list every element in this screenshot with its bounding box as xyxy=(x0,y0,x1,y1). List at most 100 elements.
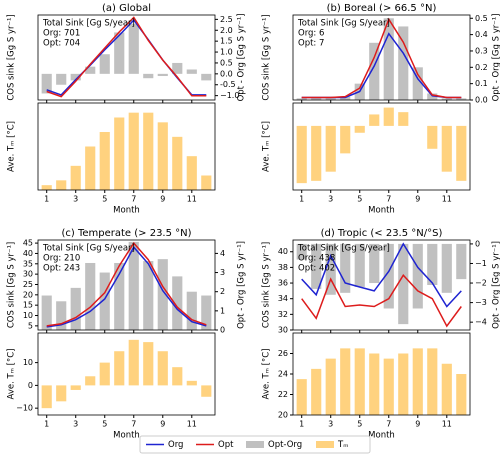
y-tick-label: 40 xyxy=(23,249,33,258)
x-tick-label: 1 xyxy=(44,195,49,204)
tm-bar xyxy=(441,125,452,172)
y-tick-label: 26 xyxy=(278,349,288,358)
y-tick-label: 25 xyxy=(23,280,33,289)
x-axis-label: Month xyxy=(368,206,395,216)
x-tick-label: 5 xyxy=(102,195,107,204)
diff-bar xyxy=(325,98,336,100)
diff-bar xyxy=(143,261,154,330)
x-tick-label: 11 xyxy=(442,420,452,429)
panel-title: (a) Global xyxy=(102,3,151,14)
y2-tick-label: 1 xyxy=(220,306,225,315)
y-tick-label: 20 xyxy=(278,411,288,420)
y2-tick-label: −2 xyxy=(475,279,487,288)
tm-bar xyxy=(456,125,467,181)
y2-tick-label: −1 xyxy=(475,259,487,268)
tm-bar xyxy=(383,358,394,415)
tm-bar xyxy=(340,125,351,154)
annotation: Opt: 7 xyxy=(298,39,324,49)
y-tick-label: 35 xyxy=(23,259,33,268)
y-tick-label: 24 xyxy=(278,370,288,379)
tm-bar xyxy=(325,358,336,415)
diff-bar xyxy=(325,243,336,295)
tm-bar xyxy=(186,380,197,386)
tm-bar xyxy=(157,122,168,190)
y-tick-label: −10 xyxy=(16,404,33,413)
y-axis-label: Ave. Tₘ [°C] xyxy=(7,121,17,172)
y2-tick-label: 0.4 xyxy=(475,30,488,39)
diff-bar xyxy=(85,262,96,330)
diff-bar xyxy=(157,259,168,330)
tm-bar xyxy=(354,348,365,415)
tm-bar xyxy=(56,385,67,402)
tm-bar xyxy=(296,125,307,184)
y2-tick-label: 0 xyxy=(220,326,225,335)
y2-axis-label: Opt - Org [Gg S yr⁻¹] xyxy=(237,14,247,102)
plot-frame xyxy=(292,14,471,101)
y-tick-label: 40 xyxy=(278,247,288,256)
annotation: Org: 210 xyxy=(43,254,80,264)
annotation: Opt: 704 xyxy=(43,39,80,49)
diff-bar xyxy=(172,62,183,74)
x-tick-label: 1 xyxy=(44,420,49,429)
tm-bar xyxy=(172,136,183,190)
diff-bar xyxy=(340,96,351,100)
x-tick-label: 5 xyxy=(357,195,362,204)
y2-tick-label: −4 xyxy=(475,318,487,327)
legend-swatch xyxy=(246,441,264,448)
diff-bar xyxy=(99,54,110,74)
series-line xyxy=(46,16,207,98)
y2-tick-label: 1.0 xyxy=(220,48,233,57)
annotation: Total Sink [Gg S/year] xyxy=(297,244,390,254)
y-axis-label: COS sink [Gg S yr⁻¹] xyxy=(7,14,17,100)
x-tick-label: 11 xyxy=(187,420,197,429)
diff-bar xyxy=(172,276,183,330)
diff-bar xyxy=(56,73,67,85)
tm-bar xyxy=(311,368,322,415)
x-tick-label: 9 xyxy=(160,420,165,429)
diff-bar xyxy=(186,291,197,330)
tm-bar xyxy=(369,114,380,126)
y-axis-label: COS sink [Gg S yr⁻¹] xyxy=(262,242,272,328)
y2-axis-label: Opt - Org [Gg S yr⁻¹] xyxy=(237,241,247,329)
tm-bar xyxy=(99,132,110,190)
y2-axis-label: Opt - Org [Gg S yr⁻¹] xyxy=(492,241,500,329)
y2-axis-label: Opt - Org [Gg S yr⁻¹] xyxy=(492,14,500,102)
x-tick-label: 7 xyxy=(131,195,136,204)
plot-frame xyxy=(37,14,216,101)
x-tick-label: 3 xyxy=(328,195,333,204)
y-tick-label: 30 xyxy=(278,326,288,335)
y-tick-label: 22 xyxy=(278,390,288,399)
x-tick-label: 9 xyxy=(160,195,165,204)
legend-label: Opt-Org xyxy=(268,440,302,450)
tm-bar xyxy=(41,185,52,190)
y-axis-label: Ave. Tₘ [°C] xyxy=(262,349,272,400)
diff-bar xyxy=(456,98,467,100)
diff-bar xyxy=(340,243,351,293)
tm-bar xyxy=(143,112,154,190)
x-tick-label: 9 xyxy=(415,195,420,204)
x-axis-label: Month xyxy=(368,431,395,441)
x-tick-label: 3 xyxy=(73,195,78,204)
diff-bar xyxy=(412,243,423,309)
diff-bar xyxy=(441,98,452,100)
annotation: Total Sink [Gg S/year] xyxy=(42,19,135,29)
tm-bar xyxy=(398,353,409,415)
plot-frame xyxy=(37,332,216,416)
tm-bar xyxy=(172,367,183,386)
tm-bar xyxy=(143,342,154,386)
tm-bar xyxy=(441,363,452,415)
y2-tick-label: 3 xyxy=(220,268,225,277)
y2-tick-label: 0 xyxy=(475,239,480,248)
tm-bar xyxy=(128,112,139,190)
tm-bar xyxy=(70,385,81,390)
x-tick-label: 3 xyxy=(73,420,78,429)
diff-bar xyxy=(427,93,438,100)
diff-bar xyxy=(99,272,110,330)
tm-bar xyxy=(85,146,96,190)
diff-bar xyxy=(441,243,452,293)
annotation: Total Sink [Gg S/year] xyxy=(297,19,390,29)
panel-title: (b) Boreal (> 66.5 °N) xyxy=(327,3,437,14)
panel-title: (d) Tropic (< 23.5 °N/°S) xyxy=(321,228,443,239)
diff-bar xyxy=(201,295,212,330)
tm-bar xyxy=(427,125,438,149)
